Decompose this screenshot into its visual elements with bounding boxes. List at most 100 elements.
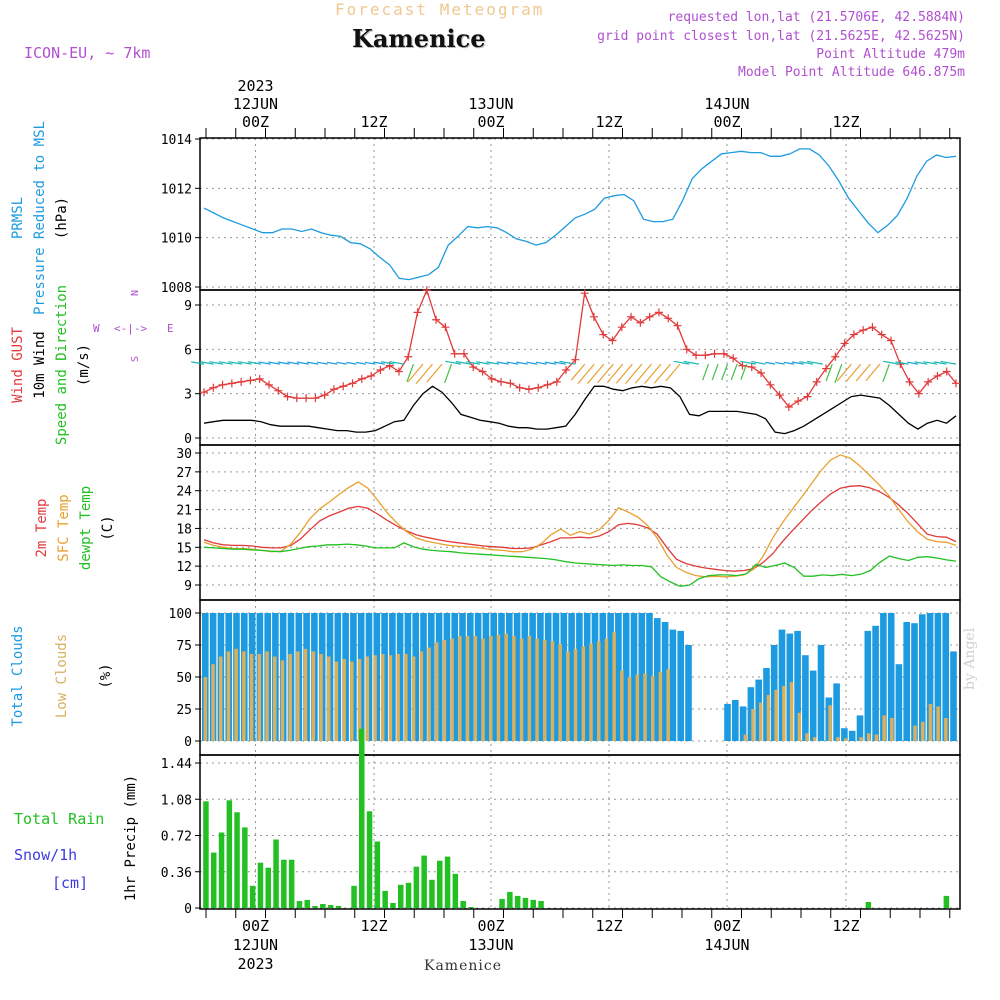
bottom-time-label: 00Z (713, 917, 740, 935)
wind-gust-line-marker (757, 368, 766, 377)
wind-gust-line-marker (441, 323, 450, 332)
rain-bar (382, 890, 388, 908)
wind-gust-line-marker (515, 383, 524, 392)
low-cloud-bar (859, 737, 863, 741)
wind-gust-line-marker (747, 363, 756, 372)
y-tick-label: 1014 (161, 133, 192, 148)
wind-gust-line-marker (840, 339, 849, 348)
total-cloud-bar (685, 645, 692, 741)
low-cloud-bar (581, 646, 586, 741)
low-cloud-bar (350, 661, 354, 741)
wind-gust-line-marker (710, 349, 719, 358)
bottom-time-label: 12Z (595, 917, 622, 935)
low-cloud-bar (219, 656, 223, 741)
wind-direction-arrow (740, 360, 757, 365)
total-cloud-bar (895, 664, 903, 741)
panel-frame (199, 444, 961, 601)
top-time-label: 00Z (713, 113, 740, 131)
top-time-label: 2023 (237, 77, 273, 95)
wind-gust-line-marker (357, 374, 366, 383)
place-name-title: Kamenice (352, 24, 486, 53)
low-cloud-bar (496, 634, 501, 741)
total-cloud-bar (622, 613, 630, 741)
low-cloud-bar (550, 641, 555, 741)
wind-axis-label: 10m Wind (32, 331, 48, 398)
wind-gust-line-marker (302, 394, 311, 403)
wind-gust-line-marker (487, 374, 496, 383)
wind-direction-arrow (721, 363, 729, 381)
wind-gust-line-marker (905, 377, 914, 386)
wind-gust-line-marker (227, 379, 236, 388)
total-cloud-bar (443, 613, 451, 741)
total-cloud-bar (802, 655, 809, 741)
low-cloud-bar (635, 674, 640, 741)
y-tick-label: 0.36 (161, 866, 192, 881)
wind-direction-arrow (535, 361, 547, 365)
low-cloud-bar (805, 733, 809, 741)
wind-direction-arrow (883, 360, 899, 365)
total-cloud-bar (490, 613, 497, 741)
wind-gust-line-marker (914, 389, 923, 398)
low-cloud-bar (265, 651, 269, 741)
total-cloud-bar (911, 623, 918, 741)
wind-gust-line-marker (274, 386, 283, 395)
wind-axis-label: (m/s) (76, 344, 92, 386)
rain-bar (538, 901, 544, 908)
y-tick-label: 6 (184, 343, 192, 358)
low-cloud-bar (658, 671, 663, 741)
wind-direction-arrow (287, 361, 300, 365)
low-cloud-bar (342, 659, 346, 741)
wind-direction-arrow (268, 361, 281, 365)
low-cloud-bar (527, 636, 532, 741)
total-cloud-bar (755, 679, 762, 741)
low-cloud-bar (843, 738, 848, 741)
total-cloud-bar (552, 613, 560, 741)
wind-gust-line-marker (311, 394, 320, 403)
rain-bar (281, 859, 287, 908)
total-cloud-bar (506, 613, 513, 741)
y-tick-label: 9 (184, 299, 192, 314)
total-cloud-bar (576, 613, 583, 741)
low-cloud-bar (643, 673, 647, 741)
total-cloud-bar (926, 613, 934, 741)
point-altitude: Point Altitude 479m (816, 47, 965, 62)
wind-direction-arrow (191, 361, 205, 365)
low-cloud-bar (226, 651, 231, 741)
wind-gust-line-marker (654, 308, 663, 317)
wind-axis-label: Speed and Direction (54, 285, 70, 445)
wind-direction-arrow (209, 361, 224, 365)
wind-direction-arrow (855, 363, 871, 382)
wind-direction-arrow (597, 363, 614, 384)
wind-gust-line-marker (218, 380, 227, 389)
wind-gust-line-marker (348, 379, 357, 388)
y-tick-label: 1012 (161, 182, 192, 197)
total-cloud-bar (568, 613, 575, 741)
y-tick-label: 27 (176, 466, 192, 481)
wind-gust-line-marker (692, 351, 701, 360)
wind-gust-line-marker (543, 380, 552, 389)
wind-speed-line (203, 385, 957, 435)
wind-direction-arrow (577, 363, 595, 385)
wind-direction-arrow (407, 363, 424, 383)
wind-gust-line-marker (645, 312, 654, 321)
wind-gust-line-marker (599, 330, 608, 339)
low-cloud-bar (465, 636, 470, 741)
low-cloud-bar (288, 654, 292, 741)
y-tick-label: 12 (176, 560, 192, 575)
wind-direction-arrow (806, 360, 823, 365)
low-cloud-bar (311, 651, 316, 741)
temperature-axis-label: dewpt Temp (78, 486, 94, 570)
low-cloud-bar (450, 638, 454, 741)
low-cloud-bar (828, 705, 832, 741)
y-tick-label: 21 (176, 504, 192, 519)
clouds-axis-label: (%) (98, 663, 114, 688)
total-cloud-bar (381, 613, 388, 741)
wind-gust-line-marker (664, 314, 673, 323)
wind-direction-arrow (825, 363, 833, 382)
meteogram-title: Forecast Meteogram (335, 0, 545, 19)
rain-bar (257, 862, 264, 908)
rain-bar (444, 856, 451, 908)
low-cloud-bar (751, 709, 755, 741)
total-cloud-bar (591, 613, 599, 741)
wind-gust-line-marker (562, 366, 571, 375)
